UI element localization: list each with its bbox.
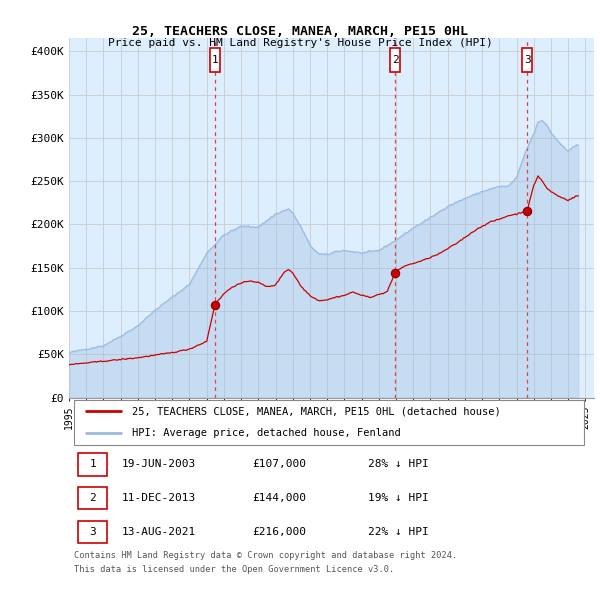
FancyBboxPatch shape: [390, 48, 400, 72]
Text: 25, TEACHERS CLOSE, MANEA, MARCH, PE15 0HL: 25, TEACHERS CLOSE, MANEA, MARCH, PE15 0…: [132, 25, 468, 38]
Text: This data is licensed under the Open Government Licence v3.0.: This data is licensed under the Open Gov…: [74, 565, 395, 574]
Text: 19-JUN-2003: 19-JUN-2003: [121, 459, 196, 469]
Text: 3: 3: [89, 527, 96, 537]
Text: 22% ↓ HPI: 22% ↓ HPI: [368, 527, 429, 537]
FancyBboxPatch shape: [79, 453, 107, 476]
Text: 11-DEC-2013: 11-DEC-2013: [121, 493, 196, 503]
Text: 1: 1: [89, 459, 96, 469]
Text: 25, TEACHERS CLOSE, MANEA, MARCH, PE15 0HL (detached house): 25, TEACHERS CLOSE, MANEA, MARCH, PE15 0…: [132, 407, 501, 417]
Text: 3: 3: [524, 55, 530, 65]
Text: HPI: Average price, detached house, Fenland: HPI: Average price, detached house, Fenl…: [132, 428, 401, 438]
Text: Contains HM Land Registry data © Crown copyright and database right 2024.: Contains HM Land Registry data © Crown c…: [74, 551, 458, 560]
Text: 13-AUG-2021: 13-AUG-2021: [121, 527, 196, 537]
Text: £144,000: £144,000: [253, 493, 307, 503]
Text: 28% ↓ HPI: 28% ↓ HPI: [368, 459, 429, 469]
FancyBboxPatch shape: [209, 48, 220, 72]
Text: 2: 2: [392, 55, 398, 65]
FancyBboxPatch shape: [522, 48, 532, 72]
Text: 2: 2: [89, 493, 96, 503]
Text: 19% ↓ HPI: 19% ↓ HPI: [368, 493, 429, 503]
FancyBboxPatch shape: [79, 487, 107, 509]
Text: £107,000: £107,000: [253, 459, 307, 469]
Text: Price paid vs. HM Land Registry's House Price Index (HPI): Price paid vs. HM Land Registry's House …: [107, 38, 493, 48]
FancyBboxPatch shape: [74, 399, 583, 445]
Text: £216,000: £216,000: [253, 527, 307, 537]
FancyBboxPatch shape: [79, 521, 107, 543]
Text: 1: 1: [211, 55, 218, 65]
